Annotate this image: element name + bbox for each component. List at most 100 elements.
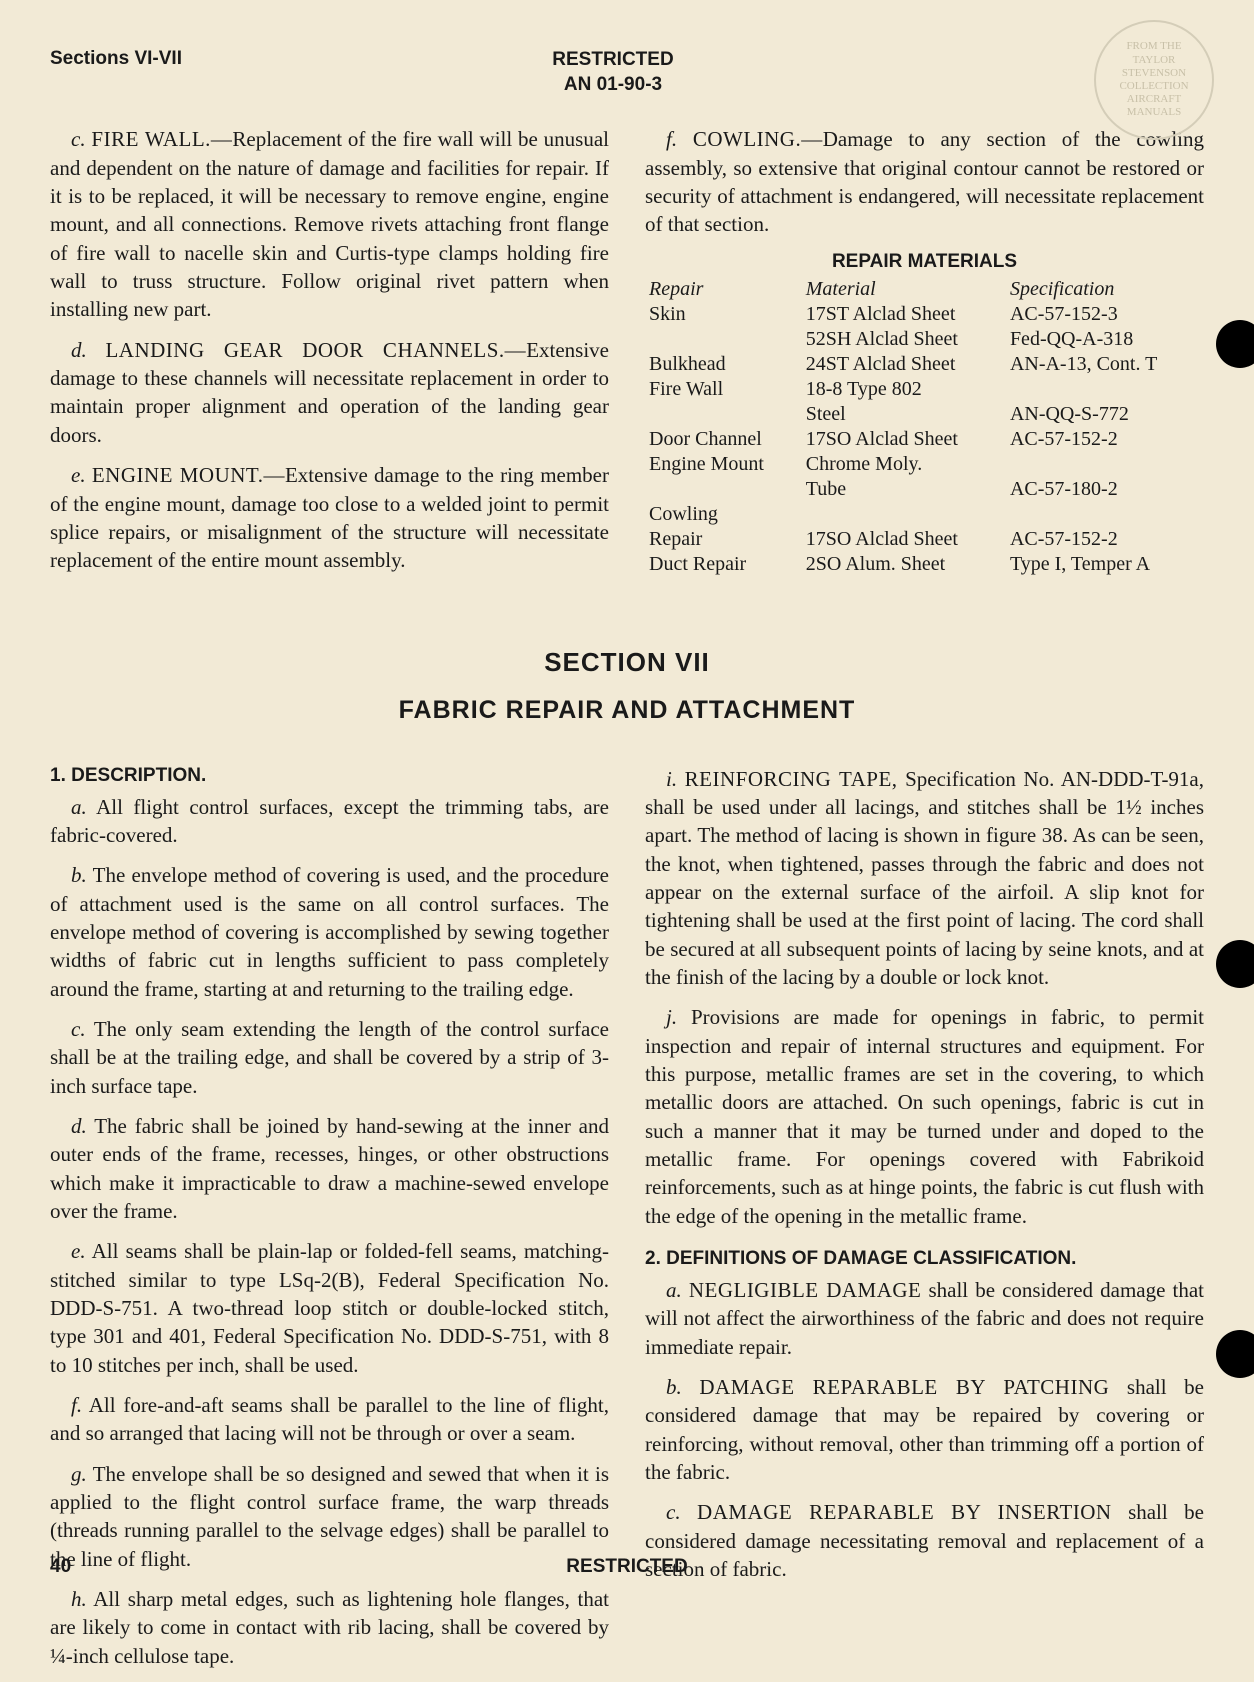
para-1d: d. The fabric shall be joined by hand-se… bbox=[50, 1112, 609, 1225]
table-cell bbox=[1006, 502, 1204, 527]
para-1c-label: c. bbox=[71, 1017, 86, 1041]
table-cell: 18-8 Type 802 bbox=[802, 377, 1006, 402]
lower-columns: 1. DESCRIPTION. a. All flight control su… bbox=[50, 765, 1204, 1682]
para-1h-label: h. bbox=[71, 1587, 87, 1611]
para-1a-label: a. bbox=[71, 795, 87, 819]
para-1f: f. All fore-and-aft seams shall be paral… bbox=[50, 1391, 609, 1448]
para-1a-text: All flight control surfaces, except the … bbox=[50, 795, 609, 847]
repair-materials-title: REPAIR MATERIALS bbox=[645, 251, 1204, 273]
restricted-label: RESTRICTED bbox=[182, 48, 1044, 73]
para-1g-label: g. bbox=[71, 1462, 87, 1486]
para-1a: a. All flight control surfaces, except t… bbox=[50, 793, 609, 850]
para-d-title: LANDING GEAR DOOR CHANNELS.— bbox=[105, 338, 526, 362]
para-c-title: FIRE WALL.— bbox=[91, 127, 232, 151]
table-cell bbox=[1006, 452, 1204, 477]
para-c: c. FIRE WALL.—Replacement of the fire wa… bbox=[50, 125, 609, 323]
stamp-line: STEVENSON bbox=[1122, 67, 1186, 80]
repair-materials-table: Repair Material Specification Skin17ST A… bbox=[645, 277, 1204, 577]
para-1d-text: The fabric shall be joined by hand-sewin… bbox=[50, 1114, 609, 1223]
table-cell: Fed-QQ-A-318 bbox=[1006, 327, 1204, 352]
binder-hole bbox=[1216, 1330, 1254, 1378]
upper-right-col: f. COWLING.—Damage to any section of the… bbox=[645, 125, 1204, 586]
binder-hole bbox=[1216, 320, 1254, 368]
para-1h-text: All sharp metal edges, such as lightenin… bbox=[50, 1587, 609, 1668]
para-1b-text: The envelope method of covering is used,… bbox=[50, 863, 609, 1000]
para-2b: b. DAMAGE REPARABLE BY PATCHING shall be… bbox=[645, 1373, 1204, 1486]
para-2a-title: NEGLIGIBLE DAMAGE bbox=[689, 1278, 922, 1302]
collection-stamp: FROM THE TAYLOR STEVENSON COLLECTION AIR… bbox=[1094, 20, 1214, 140]
table-cell: Duct Repair bbox=[645, 552, 802, 577]
para-1b: b. The envelope method of covering is us… bbox=[50, 861, 609, 1003]
stamp-line: FROM THE bbox=[1126, 40, 1181, 53]
table-cell: AC-57-152-3 bbox=[1006, 302, 1204, 327]
para-1i-text: Specification No. AN-DDD-T-91a, shall be… bbox=[645, 767, 1204, 989]
para-1f-text: All fore-and-aft seams shall be parallel… bbox=[50, 1393, 609, 1445]
table-cell: 2SO Alum. Sheet bbox=[802, 552, 1006, 577]
para-1j-text: Provisions are made for openings in fabr… bbox=[645, 1005, 1204, 1227]
table-cell: 52SH Alclad Sheet bbox=[802, 327, 1006, 352]
table-row: Fire Wall18-8 Type 802 bbox=[645, 377, 1204, 402]
sections-label: Sections VI-VII bbox=[50, 48, 182, 70]
th-material: Material bbox=[802, 277, 1006, 302]
para-2b-label: b. bbox=[666, 1375, 682, 1399]
table-cell: Chrome Moly. bbox=[802, 452, 1006, 477]
page-footer: 40 RESTRICTED bbox=[50, 1556, 1204, 1578]
para-1i-label: i. bbox=[666, 767, 677, 791]
stamp-line: AIRCRAFT bbox=[1127, 93, 1181, 106]
table-row: TubeAC-57-180-2 bbox=[645, 477, 1204, 502]
table-cell: 24ST Alclad Sheet bbox=[802, 352, 1006, 377]
para-1i-title: REINFORCING TAPE, bbox=[685, 767, 898, 791]
header-center: RESTRICTED AN 01-90-3 bbox=[182, 48, 1044, 97]
section-vii-title: SECTION VII bbox=[50, 647, 1204, 678]
page-number: 40 bbox=[50, 1556, 71, 1578]
upper-left-col: c. FIRE WALL.—Replacement of the fire wa… bbox=[50, 125, 609, 586]
th-spec: Specification bbox=[1006, 277, 1204, 302]
table-cell: Type I, Temper A bbox=[1006, 552, 1204, 577]
table-cell: Repair bbox=[645, 527, 802, 552]
table-row: Engine MountChrome Moly. bbox=[645, 452, 1204, 477]
para-1b-label: b. bbox=[71, 863, 87, 887]
table-cell: Skin bbox=[645, 302, 802, 327]
para-2c-label: c. bbox=[666, 1500, 681, 1524]
para-2a-label: a. bbox=[666, 1278, 682, 1302]
stamp-line: TAYLOR bbox=[1133, 54, 1176, 67]
para-1h: h. All sharp metal edges, such as lighte… bbox=[50, 1585, 609, 1670]
para-e-title: ENGINE MOUNT.— bbox=[92, 463, 285, 487]
para-f: f. COWLING.—Damage to any section of the… bbox=[645, 125, 1204, 238]
table-cell: Door Channel bbox=[645, 427, 802, 452]
para-1e: e. All seams shall be plain-lap or folde… bbox=[50, 1237, 609, 1379]
para-1e-text: All seams shall be plain-lap or folded-f… bbox=[50, 1239, 609, 1376]
stamp-line: MANUALS bbox=[1127, 106, 1181, 119]
footer-restricted: RESTRICTED bbox=[566, 1556, 687, 1578]
upper-columns: c. FIRE WALL.—Replacement of the fire wa… bbox=[50, 125, 1204, 586]
para-c-label: c. bbox=[71, 127, 86, 151]
table-cell: Fire Wall bbox=[645, 377, 802, 402]
para-1i: i. REINFORCING TAPE, Specification No. A… bbox=[645, 765, 1204, 992]
binder-hole bbox=[1216, 940, 1254, 988]
para-e: e. ENGINE MOUNT.—Extensive damage to the… bbox=[50, 461, 609, 574]
para-f-label: f. bbox=[666, 127, 677, 151]
table-cell: AN-A-13, Cont. T bbox=[1006, 352, 1204, 377]
para-1j-label: j. bbox=[666, 1005, 677, 1029]
table-cell: Bulkhead bbox=[645, 352, 802, 377]
table-row: Bulkhead24ST Alclad SheetAN-A-13, Cont. … bbox=[645, 352, 1204, 377]
table-cell: 17ST Alclad Sheet bbox=[802, 302, 1006, 327]
heading-description: 1. DESCRIPTION. bbox=[50, 765, 609, 787]
page-header: Sections VI-VII RESTRICTED AN 01-90-3 bbox=[50, 48, 1204, 97]
table-cell: Steel bbox=[802, 402, 1006, 427]
table-cell: AN-QQ-S-772 bbox=[1006, 402, 1204, 427]
para-1c-text: The only seam extending the length of th… bbox=[50, 1017, 609, 1098]
para-1f-label: f. bbox=[71, 1393, 82, 1417]
para-2c-title: DAMAGE REPARABLE BY INSERTION bbox=[697, 1500, 1112, 1524]
table-cell: 17SO Alclad Sheet bbox=[802, 527, 1006, 552]
para-c-text: Replacement of the fire wall will be unu… bbox=[50, 127, 609, 321]
table-cell: Engine Mount bbox=[645, 452, 802, 477]
table-row: Repair17SO Alclad SheetAC-57-152-2 bbox=[645, 527, 1204, 552]
th-repair: Repair bbox=[645, 277, 802, 302]
table-cell: AC-57-152-2 bbox=[1006, 527, 1204, 552]
para-1e-label: e. bbox=[71, 1239, 86, 1263]
table-cell: AC-57-180-2 bbox=[1006, 477, 1204, 502]
table-cell: Cowling bbox=[645, 502, 802, 527]
table-row: Cowling bbox=[645, 502, 1204, 527]
stamp-line: COLLECTION bbox=[1119, 80, 1188, 93]
